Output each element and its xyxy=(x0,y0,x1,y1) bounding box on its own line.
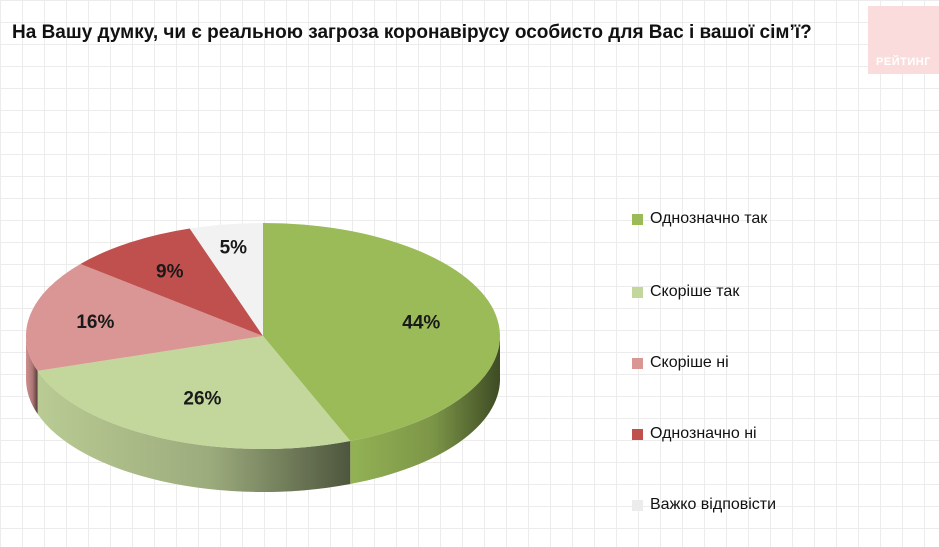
legend-swatch xyxy=(632,286,643,298)
pie-sides xyxy=(26,336,500,492)
pie-side-скоріше-ні-shade xyxy=(26,336,38,414)
legend-label: Однозначно ні xyxy=(650,425,757,442)
legend-label: Важко відповісти xyxy=(650,496,777,513)
pie-slice-однозначно-ні xyxy=(80,228,263,336)
legend-swatch xyxy=(632,499,643,511)
legend-item-однозначно-ні: Однозначно ні xyxy=(632,424,757,444)
pie-slice-однозначно-так xyxy=(263,223,500,442)
pie-label-однозначно-так: 44% xyxy=(402,313,440,334)
pie-label-скоріше-так: 26% xyxy=(183,388,221,409)
pie-label-однозначно-ні: 9% xyxy=(156,262,184,283)
legend-item-однозначно-так: Однозначно так xyxy=(632,209,767,229)
pie-labels: 44% 26% 16% 9% 5% xyxy=(76,238,440,410)
pie-slice-скоріше-так xyxy=(37,336,351,449)
rating-logo: РЕЙТИНГ xyxy=(868,6,939,74)
legend-item-скоріше-так: Скоріше так xyxy=(632,282,739,302)
legend-label: Скоріше так xyxy=(650,283,740,300)
legend-item-скоріше-ні: Скоріше ні xyxy=(632,353,729,373)
logo-text: РЕЙТИНГ xyxy=(876,56,931,68)
pie-label-скоріше-ні: 16% xyxy=(76,312,114,333)
legend-label: Скоріше ні xyxy=(650,354,729,371)
legend-swatch xyxy=(632,213,643,225)
pie-slice-скоріше-ні xyxy=(25,263,263,371)
chart-title: На Вашу думку, чи є реальною загроза кор… xyxy=(12,22,812,43)
pie-side-однозначно-так-shade xyxy=(350,336,500,485)
pie-slice-важко-відповісти xyxy=(189,223,263,336)
pie-side-скоріше-так-shade xyxy=(37,370,351,492)
pie-slices xyxy=(25,223,500,449)
legend-label: Однозначно так xyxy=(650,210,768,227)
legend-swatch xyxy=(632,428,643,440)
legend-swatch xyxy=(632,357,643,369)
legend-item-важко-відповісти: Важко відповісти xyxy=(632,495,776,515)
pie-label-важко-відповісти: 5% xyxy=(220,238,248,259)
